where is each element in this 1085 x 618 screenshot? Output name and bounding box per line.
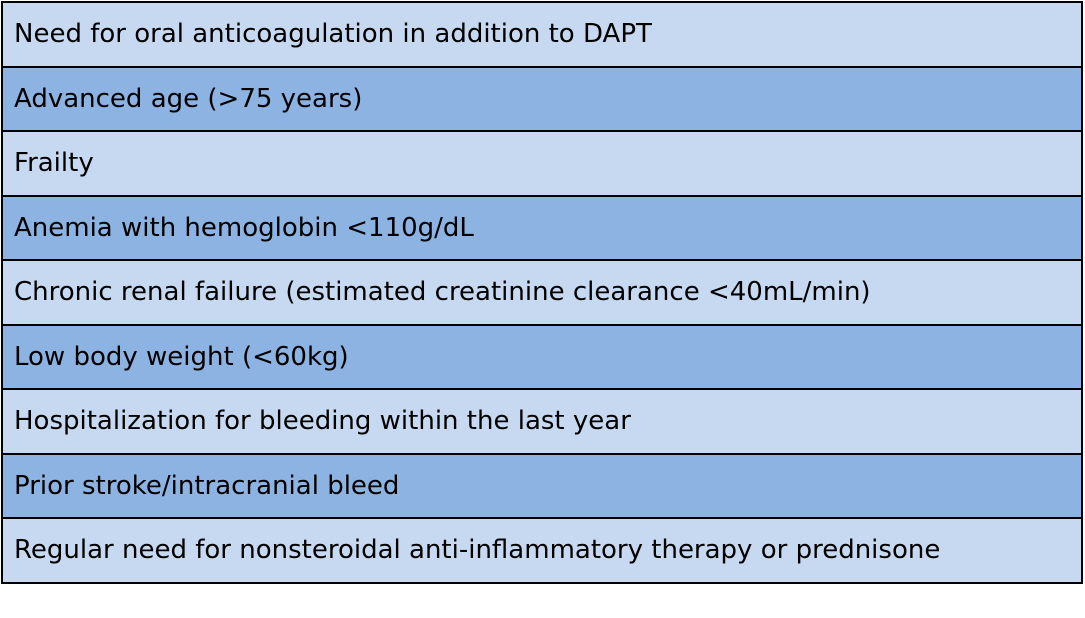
table-cell: Hospitalization for bleeding within the … [1, 388, 1083, 455]
table-row: Chronic renal failure (estimated creatin… [1, 259, 1083, 326]
risk-table: Need for oral anticoagulation in additio… [1, 1, 1083, 584]
table-cell: Advanced age (>75 years) [1, 65, 1083, 132]
table-row: Hospitalization for bleeding within the … [1, 388, 1083, 455]
table-cell: Chronic renal failure (estimated creatin… [1, 259, 1083, 326]
table-cell: Need for oral anticoagulation in additio… [1, 1, 1083, 68]
table-cell: Regular need for nonsteroidal anti-infla… [1, 517, 1083, 584]
table-row: Frailty [1, 130, 1083, 197]
table-row: Regular need for nonsteroidal anti-infla… [1, 517, 1083, 584]
table-row: Prior stroke/intracranial bleed [1, 452, 1083, 519]
table-cell: Prior stroke/intracranial bleed [1, 452, 1083, 519]
table-row: Anemia with hemoglobin <110g/dL [1, 194, 1083, 261]
table-cell: Anemia with hemoglobin <110g/dL [1, 194, 1083, 261]
table-row: Low body weight (<60kg) [1, 323, 1083, 390]
table-row: Need for oral anticoagulation in additio… [1, 1, 1083, 68]
table-cell: Frailty [1, 130, 1083, 197]
table-cell: Low body weight (<60kg) [1, 323, 1083, 390]
table-row: Advanced age (>75 years) [1, 65, 1083, 132]
